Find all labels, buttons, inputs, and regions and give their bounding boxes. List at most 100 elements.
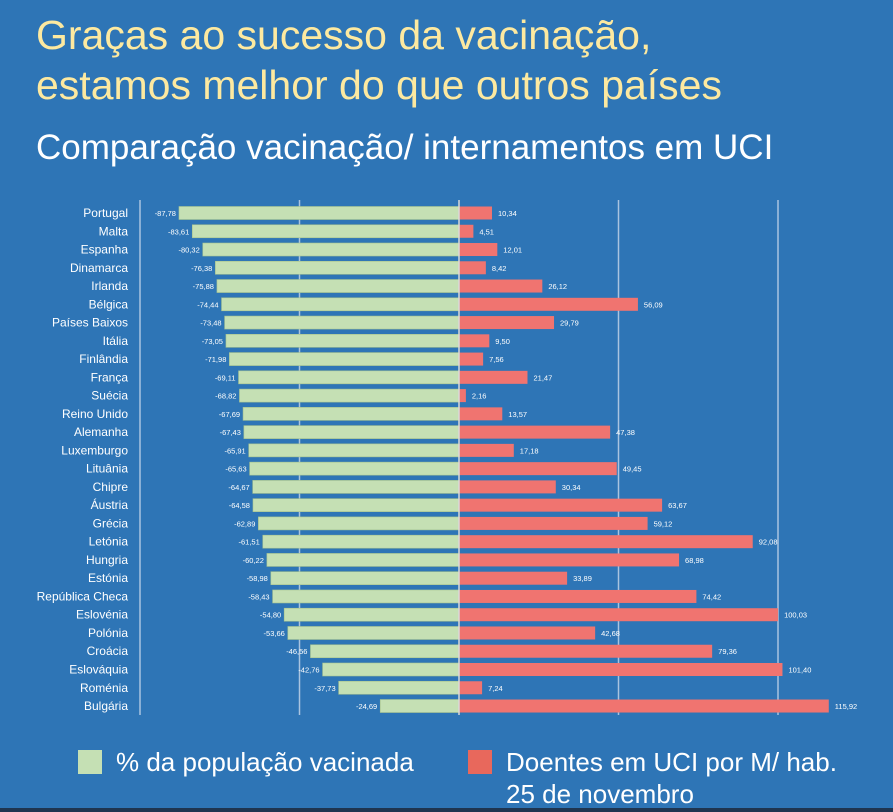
bar-icu xyxy=(459,535,753,549)
bar-vaccinated xyxy=(338,680,460,695)
bar-vaccinated xyxy=(202,242,460,257)
category-label: Grécia xyxy=(93,516,129,530)
bar-icu xyxy=(459,352,484,366)
bar-vaccinated xyxy=(224,315,460,330)
bar-icu xyxy=(459,480,556,494)
bar-vaccinated xyxy=(270,571,460,586)
data-label-icu: 26,12 xyxy=(548,282,567,291)
bar-vaccinated xyxy=(229,352,460,366)
bar-icu xyxy=(459,681,483,695)
bar-vaccinated xyxy=(322,662,460,677)
category-label: Lituânia xyxy=(86,462,128,476)
bar-vaccinated xyxy=(178,206,460,220)
bar-icu xyxy=(459,663,783,676)
data-label-icu: 100,03 xyxy=(784,611,807,620)
bar-vaccinated xyxy=(238,370,460,385)
category-label: Áustria xyxy=(91,497,129,512)
data-label-vaccinated: -75,88 xyxy=(193,282,214,291)
category-label: Portugal xyxy=(83,206,128,220)
data-label-vaccinated: -87,78 xyxy=(155,209,176,218)
category-label: Estónia xyxy=(88,571,128,585)
data-label-vaccinated: -46,56 xyxy=(286,647,307,656)
data-label-vaccinated: -58,98 xyxy=(247,574,268,583)
category-label: Eslovénia xyxy=(76,608,128,622)
bar-vaccinated xyxy=(248,443,460,458)
bottom-border xyxy=(0,808,893,812)
bar-icu xyxy=(459,206,492,220)
bar-vaccinated xyxy=(258,516,460,531)
category-label: Letónia xyxy=(89,535,129,549)
bar-icu xyxy=(459,261,486,275)
bar-icu xyxy=(459,370,528,384)
data-label-vaccinated: -67,69 xyxy=(219,410,240,419)
category-label: Dinamarca xyxy=(70,261,128,275)
category-label: Finlândia xyxy=(79,352,128,366)
category-label: Luxemburgo xyxy=(61,443,128,457)
data-label-icu: 12,01 xyxy=(503,246,522,255)
legend-label-icu-line2: 25 de novembro xyxy=(506,779,694,809)
data-label-vaccinated: -73,05 xyxy=(202,337,223,346)
bar-vaccinated xyxy=(252,498,460,512)
data-label-icu: 10,34 xyxy=(498,209,517,218)
legend-swatch-vaccinated xyxy=(78,750,102,774)
data-label-icu: 33,89 xyxy=(573,574,592,583)
bar-icu xyxy=(459,279,543,293)
category-label: Chipre xyxy=(93,480,129,494)
data-label-vaccinated: -76,38 xyxy=(191,264,212,273)
data-label-icu: 7,56 xyxy=(489,355,504,364)
data-label-vaccinated: -64,58 xyxy=(229,501,250,510)
diverging-bar-chart: Portugal -87,78 10,34 Malta -83,61 4,51 Espanh… xyxy=(37,200,857,715)
data-label-vaccinated: -54,80 xyxy=(260,611,281,620)
category-label: Croácia xyxy=(87,644,129,658)
bar-vaccinated xyxy=(283,607,460,622)
data-label-icu: 74,42 xyxy=(702,592,721,601)
bar-icu xyxy=(459,571,568,585)
data-label-icu: 7,24 xyxy=(488,684,503,693)
subtitle: Comparação vacinação/ internamentos em U… xyxy=(36,128,774,167)
category-label: Bélgica xyxy=(89,297,129,311)
bar-vaccinated xyxy=(225,334,460,348)
bar-icu xyxy=(459,407,503,421)
data-label-vaccinated: -68,82 xyxy=(215,392,236,401)
category-label: Irlanda xyxy=(91,279,128,293)
data-label-icu: 59,12 xyxy=(654,519,673,528)
category-label: Itália xyxy=(103,334,129,348)
data-label-icu: 115,92 xyxy=(835,702,857,711)
bar-vaccinated xyxy=(310,644,460,659)
category-label: Roménia xyxy=(80,681,128,695)
bar-vaccinated xyxy=(215,260,460,275)
data-label-icu: 56,09 xyxy=(644,300,663,309)
data-label-vaccinated: -67,43 xyxy=(220,428,241,437)
data-label-icu: 17,18 xyxy=(520,446,539,455)
data-label-icu: 101,40 xyxy=(788,666,811,675)
category-label: Alemanha xyxy=(74,425,128,439)
bar-icu xyxy=(459,498,663,512)
category-label: Polónia xyxy=(88,626,128,640)
bar-icu xyxy=(459,516,648,530)
category-label: Bulgária xyxy=(84,699,128,713)
bar-icu xyxy=(459,334,490,348)
bar-icu xyxy=(459,316,555,330)
category-label: Suécia xyxy=(91,389,128,403)
bar-icu xyxy=(459,224,474,238)
bar-icu xyxy=(459,553,680,567)
data-label-vaccinated: -58,43 xyxy=(248,592,269,601)
bar-vaccinated xyxy=(239,388,460,403)
data-label-icu: 9,50 xyxy=(495,337,510,346)
bar-vaccinated xyxy=(272,589,460,604)
data-label-icu: 79,36 xyxy=(718,647,737,656)
data-label-icu: 42,68 xyxy=(601,629,620,638)
data-label-vaccinated: -69,11 xyxy=(215,373,236,382)
data-label-vaccinated: -65,63 xyxy=(225,465,246,474)
category-label: República Checa xyxy=(37,589,129,603)
bar-icu xyxy=(459,644,713,658)
data-label-icu: 2,16 xyxy=(472,392,487,401)
data-label-vaccinated: -83,61 xyxy=(168,227,189,236)
data-label-vaccinated: -64,67 xyxy=(228,483,249,492)
bar-vaccinated xyxy=(221,297,460,312)
bar-icu xyxy=(459,626,596,640)
category-label: França xyxy=(91,370,129,384)
data-label-icu: 49,45 xyxy=(623,465,642,474)
bar-vaccinated xyxy=(242,407,460,421)
bar-vaccinated xyxy=(287,626,460,640)
